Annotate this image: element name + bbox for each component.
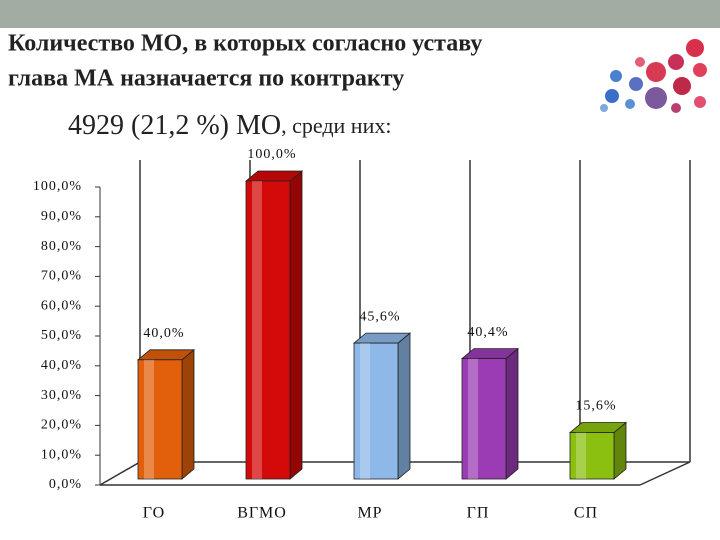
- bar-top-shade: [246, 171, 302, 181]
- bar-side-shade: [506, 348, 518, 479]
- y-tick-label: 90,0%: [41, 209, 82, 224]
- value-label: 15,6%: [575, 399, 616, 414]
- value-label: 100,0%: [247, 147, 296, 162]
- bar-highlight: [576, 432, 586, 479]
- bar-highlight: [360, 343, 370, 479]
- floor-right: [639, 461, 691, 486]
- value-label: 45,6%: [359, 309, 400, 324]
- y-tick-label: 100,0%: [33, 179, 82, 194]
- chart: 0,0% 10,0% 20,0% 30,0% 40,0% 50,0% 60,0% 70,0% 8…: [33, 147, 691, 522]
- decor-dots: [600, 39, 707, 113]
- bar-top-shade: [570, 422, 626, 433]
- top-band: [0, 0, 720, 28]
- bar-top-shade: [462, 348, 518, 359]
- bar: [569, 432, 615, 480]
- y-tick-label: 10,0%: [41, 447, 82, 462]
- x-tick-label: ГО: [143, 505, 165, 522]
- value-label: 40,4%: [467, 325, 508, 340]
- bar: [461, 358, 507, 480]
- y-tick-label: 20,0%: [41, 418, 82, 433]
- subtitle-rest: , среди них:: [281, 113, 391, 138]
- bar-top-shade: [138, 349, 194, 360]
- x-tick-label: СП: [574, 505, 598, 522]
- bar: [245, 180, 291, 480]
- subtitle: 4929 (21,2 %) МО, среди них:: [68, 110, 391, 141]
- subtitle-main: 4929 (21,2 %) МО: [68, 110, 281, 141]
- title-line: Количество МО, в которых согласно уставу: [8, 31, 482, 57]
- y-tick-label: 60,0%: [41, 298, 82, 313]
- bar-highlight: [144, 359, 154, 479]
- bar-highlight: [252, 181, 262, 479]
- floor-left: [99, 461, 141, 486]
- bar-side-shade: [398, 333, 410, 479]
- bar-top-shade: [354, 333, 410, 344]
- y-tick-label: 0,0%: [49, 477, 82, 492]
- x-tick-label: МР: [357, 505, 382, 522]
- bar: [137, 359, 183, 480]
- y-tick-label: 70,0%: [41, 269, 82, 284]
- y-tick-label: 80,0%: [41, 239, 82, 254]
- title-line: глава МА назначается по контракту: [8, 66, 404, 92]
- y-tick-label: 50,0%: [41, 328, 82, 343]
- bar-side-shade: [182, 349, 194, 479]
- value-label: 40,0%: [143, 326, 184, 341]
- bar-side-shade: [290, 171, 302, 479]
- y-tick-label: 40,0%: [41, 358, 82, 373]
- bar-highlight: [468, 358, 478, 479]
- x-tick-label: ВГМО: [237, 505, 287, 522]
- x-tick-label: ГП: [467, 505, 490, 522]
- y-tick-label: 30,0%: [41, 388, 82, 403]
- bar-side-shade: [614, 422, 626, 479]
- bar: [353, 342, 399, 480]
